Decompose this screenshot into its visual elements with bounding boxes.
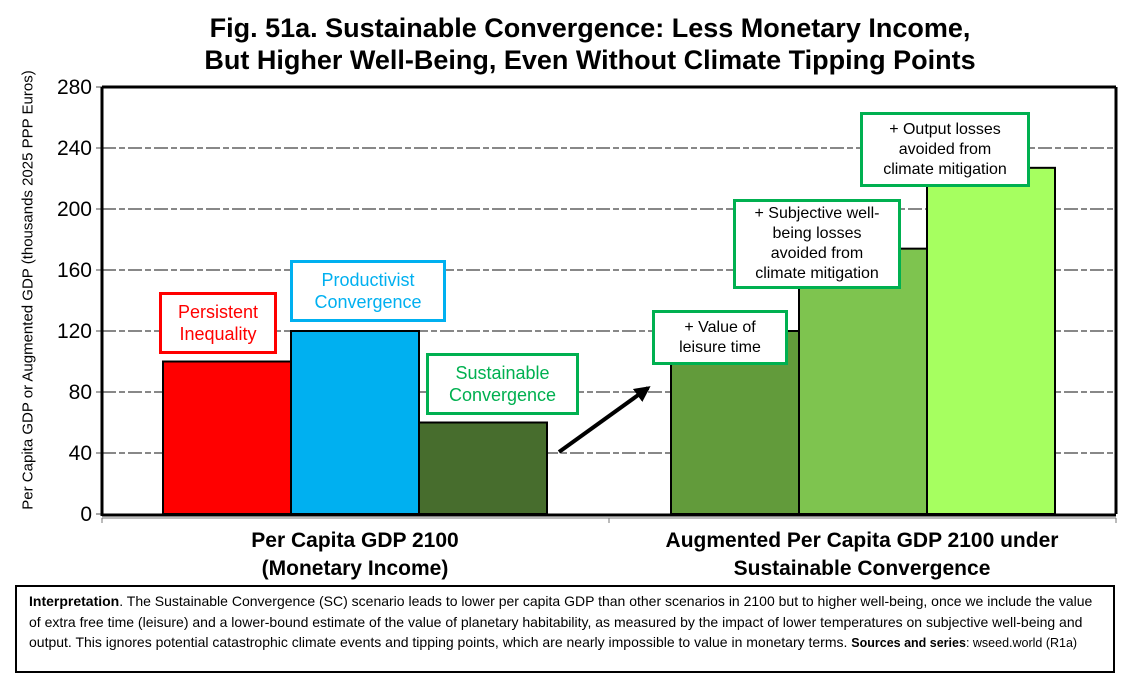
- annotation-line: avoided from: [898, 140, 992, 158]
- annotation-productivist-convergence: Productivist Convergence: [290, 260, 446, 322]
- annotation-line: leisure time: [679, 338, 761, 356]
- y-tick-label: 200: [57, 198, 92, 221]
- bar-output-losses-avoided-from-climate-mitigation: [926, 166, 1056, 515]
- y-tick-label: 240: [57, 137, 92, 160]
- annotation-line: avoided from: [770, 245, 864, 262]
- sources-value: : wseed.world (R1a): [965, 636, 1078, 650]
- bar-subjective-well-being-losses-avoided-from-climate-mitigation: [798, 247, 928, 515]
- x-category-label: Augmented Per Capita GDP 2100 under Susta…: [612, 527, 1112, 583]
- y-tick-label: 120: [57, 320, 92, 343]
- chart-title-line-2: But Higher Well-Being, Even Without Clim…: [204, 45, 976, 75]
- annotation-line: being losses: [772, 225, 862, 242]
- y-tick-label: 0: [80, 503, 92, 526]
- plot-frame: [100, 85, 1118, 523]
- x-category-label-line: Augmented Per Capita GDP 2100 under: [665, 529, 1059, 552]
- interpretation-lead: Interpretation: [29, 593, 120, 609]
- annotation-output-losses-avoided-from-climate-mitigation: + Output losses avoided from climate mitig…: [860, 112, 1030, 187]
- y-tick-label: 280: [57, 76, 92, 99]
- annotation-persistent-inequality: Persistent Inequality: [159, 292, 277, 354]
- annotation-sustainable-convergence: Sustainable Convergence: [426, 353, 579, 415]
- bar-sustainable-convergence: [418, 421, 548, 515]
- annotation-subjective-well-being-losses-avoided-from-climate-mitigation: + Subjective well-being losses avoided fr…: [733, 199, 901, 289]
- y-tick-label: 80: [69, 381, 92, 404]
- annotation-value-of-leisure-time: + Value of leisure time: [652, 310, 788, 365]
- x-category-label-line: Per Capita GDP 2100: [251, 529, 459, 552]
- annotation-line: + Subjective well-: [754, 205, 880, 222]
- arrow-annotation: [557, 386, 651, 454]
- annotation-line: Convergence: [314, 292, 422, 312]
- annotation-line: climate mitigation: [755, 265, 879, 282]
- chart-title: Fig. 51a. Sustainable Convergence: Less …: [90, 12, 1090, 76]
- bar-productivist-convergence: [290, 330, 420, 515]
- annotation-line: + Output losses: [889, 120, 1001, 138]
- x-category-label-line: (Monetary Income): [261, 557, 449, 580]
- y-tick-label: 160: [57, 259, 92, 282]
- annotation-line: Persistent: [177, 302, 259, 322]
- bars: [162, 166, 1056, 515]
- x-category-label: Per Capita GDP 2100 (Monetary Income): [105, 527, 605, 583]
- y-axis-ticks: 0 40 80 120 160 200 240 280: [57, 76, 102, 526]
- chart-title-line-1: Fig. 51a. Sustainable Convergence: Less …: [209, 13, 971, 43]
- annotation-line: Convergence: [448, 385, 557, 405]
- annotation-line: Productivist: [321, 270, 415, 290]
- annotation-line: climate mitigation: [883, 160, 1007, 178]
- bar-persistent-inequality: [162, 360, 292, 515]
- annotation-line: Inequality: [179, 324, 257, 344]
- annotation-line: Sustainable: [455, 363, 550, 383]
- x-category-label-line: Sustainable Convergence: [733, 557, 991, 580]
- arrow-sc-to-augmented: [557, 386, 651, 454]
- interpretation-body: . The Sustainable Convergence (SC) scena…: [29, 593, 1093, 650]
- interpretation-box: Interpretation. The Sustainable Converge…: [15, 585, 1115, 673]
- sources-label: Sources and series: [851, 636, 966, 650]
- annotation-line: + Value of: [684, 318, 756, 336]
- y-tick-label: 40: [69, 442, 92, 465]
